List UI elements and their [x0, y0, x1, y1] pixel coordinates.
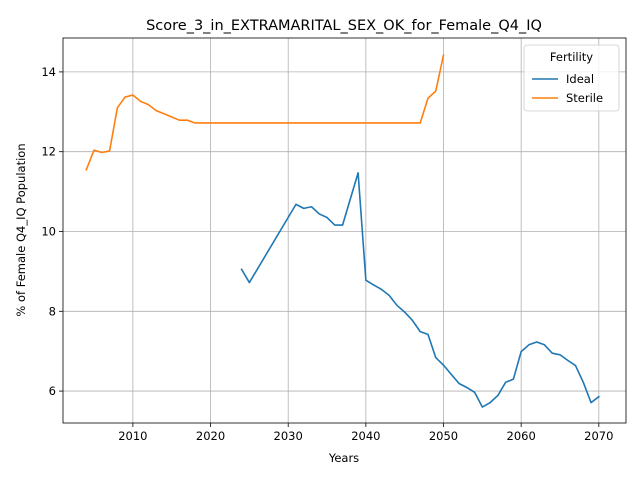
plot-frame [62, 37, 627, 424]
y-axis-label: % of Female Q4_IQ Population [14, 143, 28, 316]
series-line-ideal [240, 172, 600, 408]
y-tick-label: 12 [41, 145, 56, 159]
x-tick-label: 2040 [351, 429, 380, 443]
legend-title: Fertility [550, 50, 593, 64]
legend-label-sterile: Sterile [566, 91, 603, 105]
y-tick-label: 8 [49, 304, 56, 318]
chart-title: Score_3_in_EXTRAMARITAL_SEX_OK_for_Femal… [146, 18, 542, 34]
series-line-sterile [85, 54, 445, 171]
x-axis-label: Years [328, 451, 359, 465]
x-tick-label: 2020 [196, 429, 225, 443]
x-axis-ticks: 2010 2020 2030 2040 2050 2060 2070 [118, 423, 613, 443]
y-axis-ticks: 6 8 10 12 14 [41, 65, 63, 398]
legend-box [523, 44, 620, 112]
x-tick-label: 2030 [274, 429, 303, 443]
y-tick-label: 6 [49, 384, 56, 398]
series-lines [85, 54, 600, 408]
x-tick-label: 2010 [118, 429, 147, 443]
x-tick-label: 2060 [507, 429, 536, 443]
x-tick-label: 2050 [429, 429, 458, 443]
grid-lines [63, 38, 626, 423]
y-tick-label: 10 [41, 224, 56, 238]
y-tick-label: 14 [41, 65, 56, 79]
legend-label-ideal: Ideal [566, 72, 594, 86]
legend: Fertility Ideal Sterile [523, 44, 620, 112]
x-tick-label: 2070 [584, 429, 613, 443]
